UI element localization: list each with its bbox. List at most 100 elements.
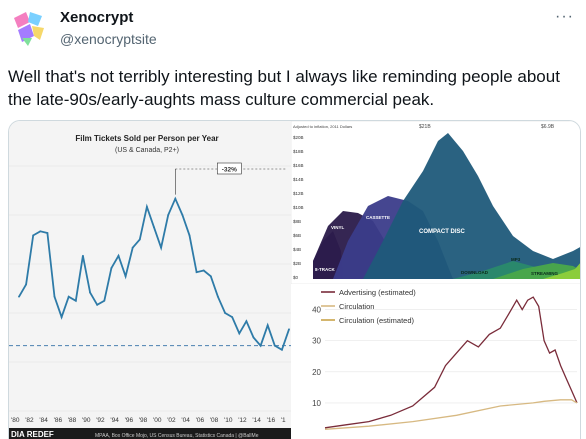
data-point: [53, 295, 56, 298]
author-name[interactable]: Xenocrypt: [60, 9, 134, 26]
y-tick-label: $18B: [293, 149, 304, 154]
data-point: [25, 283, 28, 286]
chart-subtitle: (US & Canada, P2+): [115, 147, 179, 154]
y-tick-label: $14B: [293, 177, 304, 182]
x-tick-label: '1: [281, 417, 286, 424]
data-point: [209, 275, 212, 278]
y-tick-label: $6B: [293, 233, 301, 238]
x-tick-label: '98: [139, 417, 148, 424]
y-tick-label: $20B: [293, 135, 304, 140]
data-point: [195, 271, 198, 274]
author-handle[interactable]: @xenocryptsite: [60, 31, 157, 47]
newspaper-revenue-chart: 40 30 20 10 Advertising (estimated) Circulati…: [291, 284, 580, 439]
series-label: VINYL: [331, 225, 345, 230]
data-point: [67, 295, 70, 298]
media-collage[interactable]: Film Tickets Sold per Person per Year (U…: [8, 120, 581, 439]
series-line-tickets: [18, 196, 290, 352]
y-tick-label: 40: [312, 306, 321, 315]
data-point: [96, 303, 99, 306]
legend-label: Circulation (estimated): [339, 316, 415, 325]
data-point: [160, 246, 163, 249]
y-tick-label: $8B: [293, 219, 301, 224]
data-point: [252, 336, 255, 339]
annotation-label: -32%: [222, 167, 237, 174]
series-label: 8-TRACK: [315, 267, 335, 272]
y-tick-label: 10: [312, 399, 321, 408]
data-point: [238, 332, 241, 335]
x-tick-label: '96: [125, 417, 134, 424]
data-point: [259, 344, 262, 347]
more-horizontal-icon[interactable]: ···: [555, 8, 574, 25]
data-point: [181, 214, 184, 216]
x-tick-label: '00: [153, 417, 162, 424]
data-point: [74, 299, 77, 302]
data-point: [138, 238, 141, 241]
series-line-advertising: [324, 296, 578, 429]
series-label: COMPACT DISC: [419, 229, 466, 235]
data-point: [217, 295, 219, 298]
annotation-box: [217, 162, 242, 175]
music-revenue-chart: Adjusted to inflation, 2011 Dollars $21B…: [290, 121, 580, 285]
data-point: [167, 214, 170, 216]
avatar[interactable]: [8, 8, 48, 48]
area-streaming: [543, 263, 580, 279]
data-point: [18, 295, 20, 298]
series-label: MP3: [511, 257, 521, 262]
data-point: [46, 232, 49, 234]
series-label: DOWNLOAD: [461, 270, 489, 275]
data-point: [174, 197, 177, 200]
data-point: [39, 230, 42, 233]
y-tick-label: $0: [293, 275, 299, 280]
data-point: [89, 291, 91, 294]
avatar-logo-icon: [14, 12, 44, 46]
data-point: [103, 299, 106, 302]
series-label: CASSETTE: [366, 215, 390, 220]
x-tick-label: '06: [196, 417, 205, 424]
data-point: [32, 234, 35, 237]
y-tick-label: $10B: [293, 205, 304, 210]
peak-label: $21B: [419, 124, 431, 130]
x-tick-label: '82: [25, 417, 34, 424]
end-label: $6.9B: [541, 124, 555, 130]
data-point: [266, 324, 269, 327]
data-point: [60, 316, 63, 318]
y-tick-label: $16B: [293, 163, 304, 168]
x-tick-label: '08: [210, 417, 219, 424]
x-tick-label: '10: [224, 417, 233, 424]
data-point: [131, 246, 134, 249]
x-tick-label: '94: [110, 417, 119, 424]
series-line-circulation: [324, 399, 578, 430]
y-tick-label: $12B: [293, 191, 304, 196]
chart-footer-bar: [9, 428, 291, 439]
x-tick-label: '04: [181, 417, 190, 424]
x-tick-label: '88: [68, 417, 77, 424]
data-point: [153, 226, 155, 229]
chart-top-note: Adjusted to inflation, 2011 Dollars: [293, 124, 352, 129]
x-tick-label: '86: [54, 417, 63, 424]
x-tick-label: '02: [167, 417, 176, 424]
data-point: [202, 269, 205, 272]
data-point: [124, 275, 127, 278]
x-tick-label: '90: [82, 417, 91, 424]
tweet-text: Well that's not terribly interesting but…: [8, 67, 560, 109]
data-point: [82, 254, 84, 257]
data-point: [188, 234, 191, 237]
chart-title: Film Tickets Sold per Person per Year: [75, 134, 218, 143]
data-point: [231, 316, 234, 318]
x-tick-label: '92: [96, 417, 105, 424]
chart-footer-left: DIA REDEF: [11, 430, 54, 439]
chart-footer-right: MPAA, Box Office Mojo, US Census Bureau,…: [95, 433, 259, 439]
y-tick-label: $2B: [293, 261, 301, 266]
x-tick-label: '12: [238, 417, 247, 424]
film-tickets-chart: Film Tickets Sold per Person per Year (U…: [9, 121, 291, 439]
data-point: [245, 320, 248, 323]
data-point: [280, 348, 283, 351]
series-label: STREAMING: [531, 271, 558, 276]
y-tick-label: $4B: [293, 247, 301, 252]
y-tick-label: 30: [312, 337, 321, 346]
data-point: [117, 254, 120, 257]
x-tick-label: '14: [252, 417, 261, 424]
x-tick-label: '80: [11, 417, 20, 424]
data-point: [288, 328, 290, 331]
data-point: [110, 267, 113, 269]
